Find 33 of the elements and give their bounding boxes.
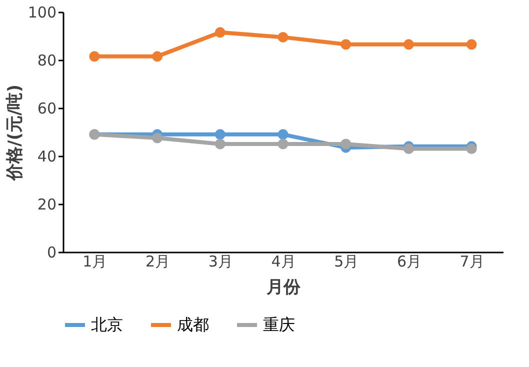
- y-tick-label: 20: [37, 196, 56, 214]
- point: [340, 39, 352, 50]
- y-tick-label: 60: [37, 100, 56, 118]
- point: [152, 132, 163, 144]
- x-axis-title: 月份: [266, 278, 302, 298]
- point: [214, 138, 226, 150]
- x-tick-label: 7月: [460, 252, 484, 270]
- point: [89, 51, 100, 62]
- x-tick-label: 1月: [82, 252, 108, 270]
- point: [214, 129, 226, 140]
- point: [152, 51, 163, 62]
- y-tick-label: 100: [28, 4, 56, 22]
- point: [466, 39, 477, 50]
- point: [214, 27, 226, 38]
- x-tick-label: 6月: [396, 252, 422, 270]
- y-tick-label: 0: [46, 244, 56, 262]
- point: [278, 129, 288, 140]
- legend-label: 成都: [177, 315, 209, 334]
- point: [403, 144, 414, 154]
- legend-label: 重庆: [263, 315, 295, 334]
- y-axis-title: 价格/(元/吨): [4, 84, 25, 182]
- x-tick-label: 2月: [146, 252, 170, 270]
- point: [466, 144, 477, 154]
- x-tick-label: 5月: [334, 252, 359, 270]
- point: [403, 39, 414, 50]
- y-tick-label: 40: [37, 148, 56, 166]
- point: [278, 32, 288, 42]
- x-tick-label: 3月: [208, 252, 233, 270]
- point: [340, 138, 352, 150]
- legend-label: 北京: [91, 315, 123, 334]
- x-tick-label: 4月: [271, 252, 296, 270]
- y-tick-label: 80: [37, 52, 56, 70]
- point: [278, 138, 288, 150]
